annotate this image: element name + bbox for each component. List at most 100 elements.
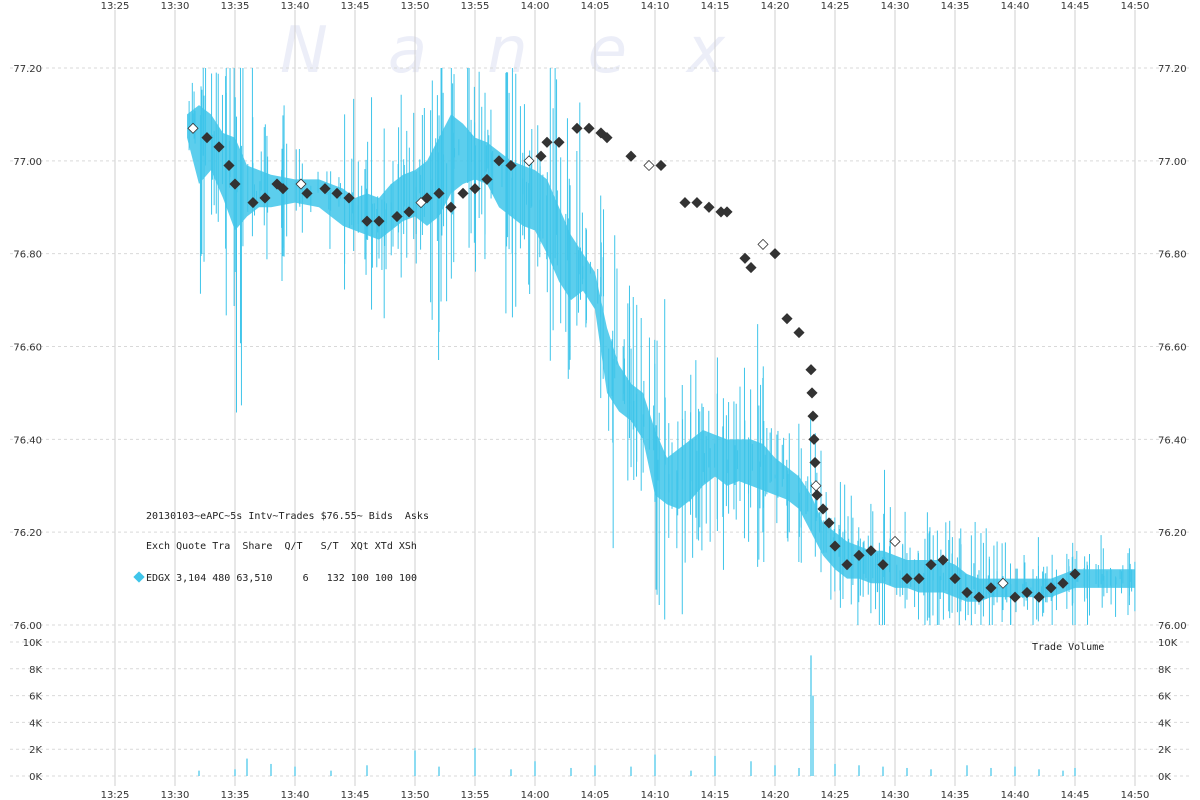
legend-shares: 63,510 [236,573,273,584]
y-tick-left: 76.00 [13,621,42,632]
x-tick-top: 14:40 [1001,1,1030,12]
x-tick-bottom: 13:55 [461,790,490,800]
trade-point [201,132,213,144]
vol-tick-left: 6K [29,692,42,703]
y-tick-left: 76.80 [13,250,42,261]
legend-qt: 6 [302,573,309,584]
trade-point [781,313,793,325]
y-tick-right: 76.20 [1158,528,1187,539]
trade-point [361,215,373,227]
y-tick-left: 76.40 [13,435,42,446]
x-tick-top: 13:35 [221,1,250,12]
trade-point [655,159,667,172]
vol-tick-right: 0K [1158,772,1171,783]
x-tick-top: 14:35 [941,1,970,12]
trade-point [925,559,937,571]
y-tick-right: 77.20 [1158,64,1187,75]
x-tick-bottom: 14:05 [581,790,610,800]
trade-point [807,410,819,422]
trade-point [445,201,457,213]
trade-point [997,577,1009,589]
trade-point [679,197,691,209]
trade-point [583,122,595,134]
trade-point [391,210,403,223]
trade-point [481,173,493,185]
x-tick-bottom: 14:00 [521,790,550,800]
trade-point [403,206,415,218]
x-tick-top: 14:15 [701,1,730,12]
y-tick-right: 76.00 [1158,621,1187,632]
vol-tick-left: 4K [29,718,42,729]
vol-tick-left: 8K [29,665,42,676]
trade-point [877,559,889,571]
x-tick-bottom: 14:25 [821,790,850,800]
tick-layer: 13:25 13:25 13:30 13:30 13:35 13:35 13:40 13:40… [13,1,1186,800]
trade-point [769,248,781,260]
vol-tick-right: 4K [1158,718,1171,729]
trade-point [373,215,385,227]
trade-point [457,187,469,199]
trade-point [937,554,949,566]
trade-point [469,183,481,195]
x-tick-top: 14:10 [641,1,670,12]
x-tick-bottom: 13:45 [341,790,370,800]
x-tick-bottom: 14:35 [941,790,970,800]
x-tick-bottom: 13:40 [281,790,310,800]
trade-point [247,197,259,209]
trade-point [757,238,769,250]
trade-point [809,456,821,469]
legend-xtd: 100 [374,573,393,584]
trade-point [223,159,235,172]
x-tick-bottom: 13:25 [101,790,130,800]
trade-point [553,136,565,148]
trade-point [319,183,331,195]
x-tick-top: 13:25 [101,1,130,12]
trade-point [1069,568,1081,580]
trade-point [703,201,715,213]
trade-point [913,573,925,585]
trade-point [721,206,733,218]
trade-point [853,549,865,561]
vol-tick-right: 6K [1158,692,1171,703]
vol-tick-left: 2K [29,745,42,756]
trade-point [229,178,241,190]
quote-band-layer [187,68,1136,625]
trade-point [1021,586,1033,599]
trade-point [601,132,613,144]
trade-point [985,582,997,594]
x-tick-top: 13:40 [281,1,310,12]
trade-point [889,535,901,548]
volume-layer [198,655,1076,776]
trade-point [811,489,823,501]
trade-point [433,187,445,199]
trade-point [271,178,283,190]
trade-point [808,433,820,445]
x-tick-top: 13:55 [461,1,490,12]
trade-point [541,136,553,148]
trade-point [901,573,913,585]
trade-point [421,192,433,204]
y-tick-right: 76.60 [1158,343,1187,354]
vol-tick-left: 10K [23,638,43,649]
trade-point [535,150,547,162]
x-tick-bottom: 14:40 [1001,790,1030,800]
trade-point [806,387,818,399]
trade-point [277,183,289,195]
x-tick-bottom: 14:30 [881,790,910,800]
trade-point [973,591,985,603]
trade-point [415,197,427,209]
trade-point [691,197,703,209]
y-tick-left: 77.00 [13,157,42,168]
legend-trades: 480 [212,573,231,584]
y-tick-left: 76.20 [13,528,42,539]
y-tick-right: 76.80 [1158,250,1187,261]
x-tick-top: 13:30 [161,1,190,12]
trade-point [841,559,853,571]
x-tick-top: 13:45 [341,1,370,12]
x-tick-bottom: 13:30 [161,790,190,800]
x-tick-top: 13:50 [401,1,430,12]
x-tick-top: 14:20 [761,1,790,12]
trade-point [829,540,841,552]
vol-tick-right: 10K [1158,638,1178,649]
